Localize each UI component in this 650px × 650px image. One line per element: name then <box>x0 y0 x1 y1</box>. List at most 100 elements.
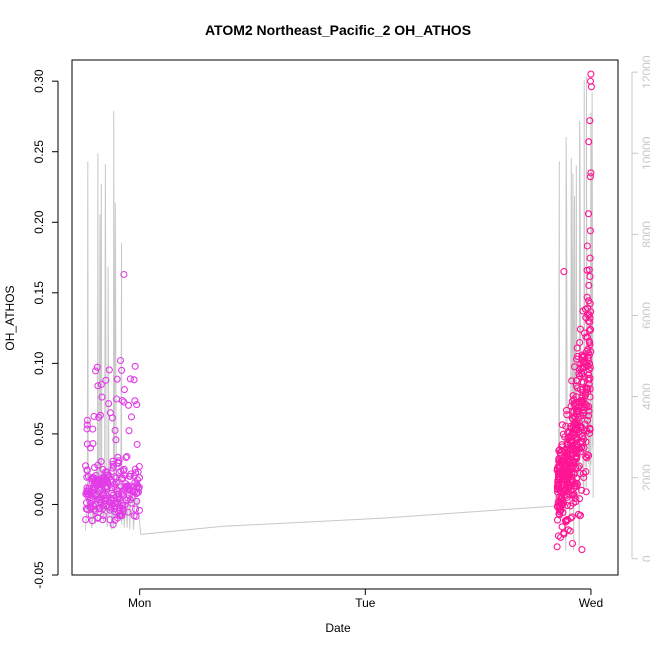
scatter-point <box>586 117 594 125</box>
scatter-point <box>83 473 91 481</box>
scatter-point <box>111 516 119 524</box>
scatter-point <box>558 523 566 531</box>
scatter-point <box>87 499 95 508</box>
scatter-point <box>126 375 134 383</box>
scatter-point <box>587 169 595 177</box>
scatter-point <box>580 329 588 337</box>
scatter-point <box>580 409 588 417</box>
scatter-point <box>104 471 112 479</box>
scatter-point <box>88 517 96 525</box>
scatter-point <box>94 514 102 522</box>
y-axis-label: OH_ATHOS <box>3 285 17 350</box>
scatter-point <box>131 479 139 487</box>
y2-tick-label: 0 <box>640 555 650 562</box>
scatter-point <box>582 488 590 496</box>
scatter-point <box>582 438 590 446</box>
scatter-point <box>565 429 573 437</box>
scatter-point <box>98 393 106 401</box>
scatter-point <box>584 349 593 357</box>
scatter-point <box>569 446 577 454</box>
scatter-point <box>566 527 574 535</box>
scatter-point <box>109 457 117 465</box>
scatter-point <box>568 377 576 385</box>
scatter-point <box>558 497 567 505</box>
scatter-point <box>586 272 594 281</box>
scatter-point <box>581 420 589 428</box>
y-tick-label: 0.15 <box>32 281 46 305</box>
scatter-point <box>114 459 122 467</box>
scatter-point <box>93 363 101 371</box>
altitude-line <box>85 76 594 551</box>
scatter-point <box>583 450 591 459</box>
scatter-point <box>125 472 133 480</box>
scatter-point <box>133 497 141 505</box>
scatter-point <box>134 488 142 496</box>
scatter-point <box>556 469 564 477</box>
x-axis-label: Date <box>325 621 351 635</box>
scatter-point <box>86 489 94 497</box>
scatter-point <box>94 461 102 469</box>
scatter-point <box>116 356 125 365</box>
scatter-point <box>576 338 584 347</box>
scatter-point <box>558 501 567 509</box>
scatter-point <box>575 366 584 374</box>
y-tick-label: 0.10 <box>32 351 46 375</box>
scatter-point <box>92 367 100 375</box>
scatter-point <box>83 416 91 424</box>
scatter-point <box>105 400 113 408</box>
scatter-point <box>568 539 577 548</box>
scatter-point <box>124 508 132 516</box>
scatter-point <box>574 510 582 518</box>
scatter-points <box>82 70 595 554</box>
scatter-point <box>131 505 140 513</box>
y2-tick-label: 8000 <box>640 221 650 248</box>
scatter-point <box>116 494 124 502</box>
scatter-point <box>577 444 585 452</box>
scatter-point <box>579 469 588 477</box>
scatter-point <box>586 318 594 326</box>
y-tick-label: 0.05 <box>32 422 46 446</box>
scatter-point <box>132 512 140 520</box>
scatter-point <box>132 484 140 492</box>
scatter-point <box>585 429 594 438</box>
scatter-point <box>103 485 111 493</box>
scatter-point <box>106 516 114 524</box>
scatter-point <box>572 447 580 455</box>
scatter-point <box>574 414 583 422</box>
scatter-point <box>135 506 144 514</box>
scatter-point <box>578 486 586 494</box>
scatter-point <box>106 409 114 417</box>
scatter-point <box>82 462 90 470</box>
scatter-point <box>584 384 592 392</box>
scatter-point <box>563 515 572 524</box>
scatter-point <box>83 421 91 429</box>
scatter-point <box>94 479 102 487</box>
scatter-point <box>556 449 564 457</box>
scatter-point <box>89 425 97 433</box>
scatter-point <box>555 470 563 478</box>
scatter-point <box>133 440 141 448</box>
scatter-point <box>87 504 95 512</box>
scatter-point <box>99 502 107 510</box>
scatter-point <box>94 382 102 390</box>
scatter-point <box>586 77 595 85</box>
scatter-point <box>83 484 91 492</box>
scatter-point <box>586 173 594 181</box>
scatter-point <box>583 403 591 411</box>
y-tick-label: 0.00 <box>32 492 46 516</box>
chart-title: ATOM2 Northeast_Pacific_2 OH_ATHOS <box>205 22 471 38</box>
y-tick-label: 0.25 <box>32 140 46 164</box>
scatter-point <box>113 375 121 383</box>
scatter-point <box>120 398 128 406</box>
scatter-point <box>572 382 580 390</box>
scatter-point <box>554 483 562 491</box>
scatter-point <box>575 370 583 378</box>
scatter-point <box>583 454 591 462</box>
scatter-point <box>571 403 579 411</box>
scatter-point <box>89 476 97 484</box>
scatter-point <box>113 486 121 494</box>
scatter-point <box>87 484 95 493</box>
scatter-point <box>581 372 589 380</box>
scatter-point <box>130 376 138 384</box>
scatter-point <box>553 543 561 551</box>
